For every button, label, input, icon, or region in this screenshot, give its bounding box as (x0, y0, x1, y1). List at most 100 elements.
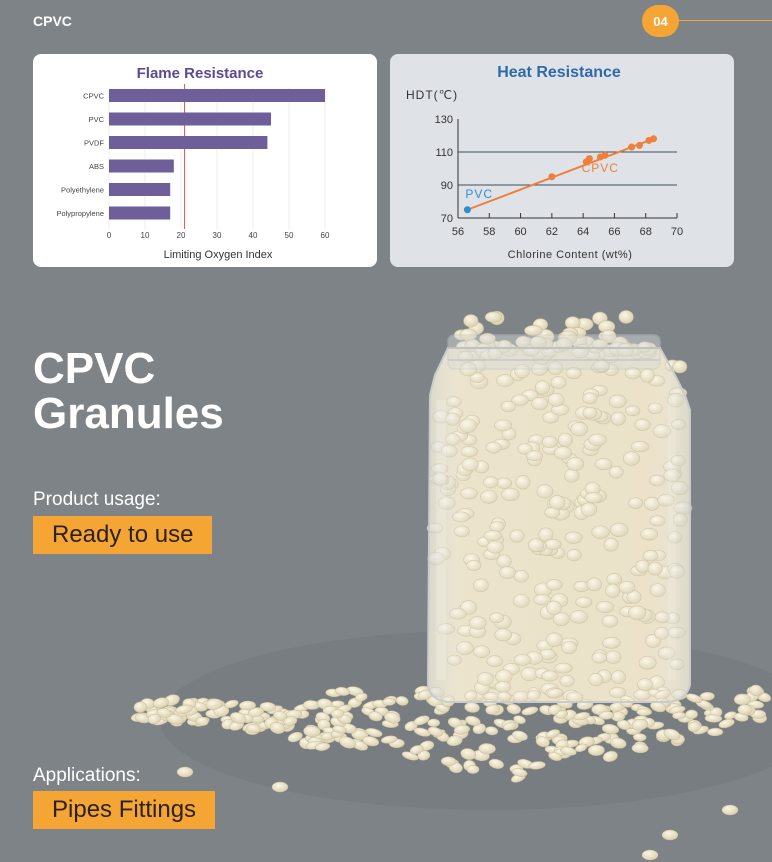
usage-label: Product usage: (33, 489, 161, 510)
granule (395, 696, 409, 706)
granule (453, 724, 470, 735)
granule (440, 756, 457, 766)
granule (133, 701, 147, 713)
granule (271, 781, 289, 793)
granule (427, 726, 443, 737)
granule (511, 768, 528, 777)
x-axis-label: Chlorine Content (wt%) (508, 249, 633, 261)
granule (560, 746, 577, 756)
granule (484, 311, 503, 323)
data-point (548, 173, 556, 181)
granule (575, 743, 588, 753)
granule (166, 714, 184, 725)
series-label: PVC (465, 187, 493, 201)
granule (524, 325, 543, 336)
applications-label: Applications: (33, 765, 141, 786)
granule (446, 735, 463, 747)
granule (287, 732, 303, 743)
granule (246, 724, 262, 733)
y-tick-label: 130 (435, 114, 453, 126)
granule (230, 712, 247, 724)
bar (109, 206, 171, 220)
granules-jar-photo (130, 310, 772, 861)
granule (609, 737, 627, 749)
y-tick-label: PVDF (84, 139, 104, 148)
granule (636, 708, 652, 716)
granule (409, 745, 424, 755)
granule (699, 691, 715, 701)
granule (368, 711, 383, 722)
granule (488, 758, 504, 769)
granule (382, 698, 396, 706)
x-tick-label: 56 (452, 226, 464, 238)
x-axis-label: Limiting Oxygen Index (164, 249, 273, 261)
data-point (463, 206, 471, 214)
granule (672, 711, 686, 720)
granule (380, 735, 398, 744)
granule (598, 711, 615, 720)
granule (273, 710, 288, 721)
y-tick-label: 90 (441, 180, 453, 192)
granule (315, 742, 331, 751)
granule (460, 748, 477, 760)
y-tick-label: Polyethylene (61, 186, 104, 195)
section-label: CPVC (33, 13, 72, 29)
page-number-badge: 04 (642, 5, 679, 37)
title-line-2: Granules (33, 389, 224, 438)
granule (503, 721, 517, 731)
granule (224, 699, 239, 709)
granule (631, 718, 649, 731)
x-tick-label: 20 (177, 231, 186, 240)
granule (427, 718, 441, 728)
granule (535, 736, 550, 748)
data-point (601, 151, 609, 159)
data-point (650, 135, 658, 143)
granule (283, 716, 298, 727)
granule (365, 728, 383, 738)
y-tick-label: 70 (441, 213, 453, 225)
x-tick-label: 0 (107, 231, 112, 240)
bar (109, 183, 171, 196)
granule (749, 684, 763, 696)
granule (545, 729, 560, 738)
granule (335, 686, 350, 696)
x-tick-label: 30 (213, 231, 222, 240)
granule (616, 719, 631, 730)
granule (153, 697, 169, 709)
granule (479, 333, 496, 345)
x-tick-label: 64 (577, 226, 589, 238)
granule (506, 703, 521, 715)
granule (485, 704, 500, 715)
granule (513, 715, 526, 724)
granule (339, 736, 356, 749)
granule (413, 715, 430, 726)
granule (156, 708, 172, 718)
header-divider (679, 20, 772, 21)
data-point (635, 141, 643, 149)
granule (331, 709, 345, 719)
trend-line (467, 137, 654, 211)
y-tick-label: CPVC (83, 92, 104, 101)
granule (618, 310, 634, 324)
granule (355, 692, 368, 702)
chart-title: Flame Resistance (137, 65, 264, 82)
granule (672, 360, 688, 374)
granule (303, 725, 321, 738)
x-tick-label: 66 (608, 226, 620, 238)
granule (485, 726, 499, 736)
granule (555, 710, 568, 719)
granule (718, 718, 735, 729)
granule (632, 733, 647, 742)
granule (239, 700, 256, 711)
granule (661, 829, 679, 841)
granule (685, 693, 703, 704)
granule (521, 706, 539, 716)
flame-resistance-chart: Flame Resistance CPVC PVC PVDF ABS Polyethyl… (56, 65, 330, 261)
x-tick-label: 58 (483, 226, 495, 238)
granule (466, 765, 480, 774)
x-tick-label: 60 (514, 226, 526, 238)
x-tick-label: 10 (141, 231, 150, 240)
granule (362, 736, 380, 747)
granule (573, 712, 590, 721)
title-line-1: CPVC (33, 344, 156, 393)
